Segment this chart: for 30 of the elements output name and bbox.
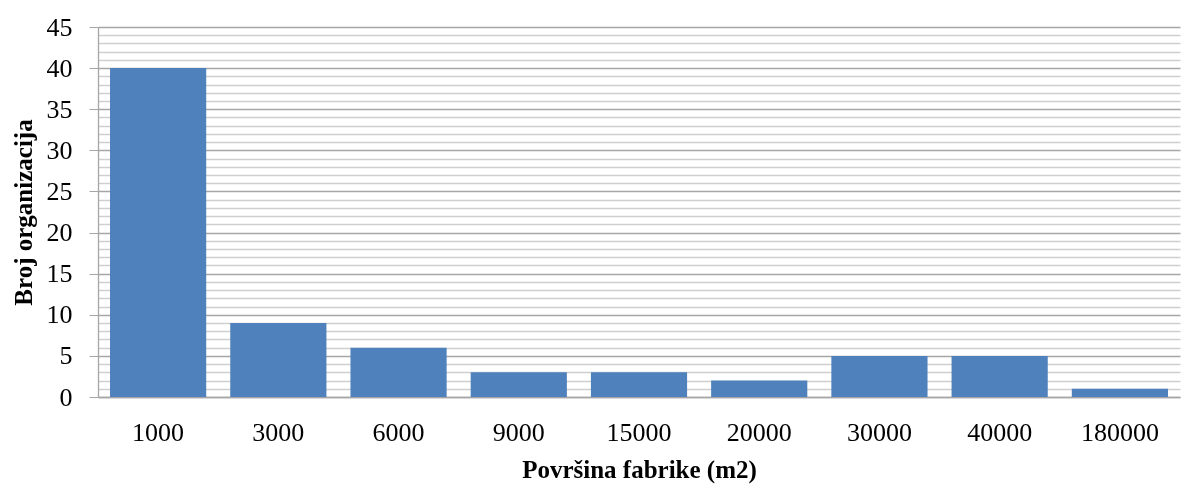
bar — [711, 380, 808, 397]
bar — [470, 372, 567, 397]
bar — [831, 355, 928, 397]
x-tick-label: 6000 — [372, 417, 425, 447]
bar — [951, 355, 1048, 397]
x-tick-label: 3000 — [252, 417, 305, 447]
y-tick-label: 0 — [59, 382, 73, 412]
x-tick-label: 30000 — [846, 417, 912, 447]
x-axis-title: Površina fabrike (m2) — [522, 455, 757, 484]
bar — [1071, 388, 1168, 397]
bar — [350, 347, 447, 397]
y-axis-title: Broj organizacija — [9, 118, 37, 306]
bar — [590, 372, 688, 397]
y-tick-label: 40 — [46, 53, 73, 83]
y-tick-label: 10 — [46, 300, 73, 330]
y-tick-label: 35 — [46, 94, 73, 124]
bar — [110, 68, 207, 397]
x-tick-label: 20000 — [726, 417, 792, 447]
x-tick-label: 1000 — [132, 417, 185, 447]
y-tick-label: 15 — [46, 259, 73, 289]
x-tick-label: 15000 — [606, 417, 672, 447]
y-tick-label: 25 — [46, 176, 73, 206]
x-tick-label: 9000 — [492, 417, 545, 447]
y-tick-label: 5 — [59, 341, 73, 371]
x-tick-label: 40000 — [967, 417, 1033, 447]
y-tick-label: 20 — [46, 218, 73, 248]
y-tick-label: 45 — [46, 12, 73, 42]
y-tick-label: 30 — [46, 135, 73, 165]
x-tick-label: 180000 — [1080, 417, 1159, 447]
bar — [230, 323, 327, 397]
